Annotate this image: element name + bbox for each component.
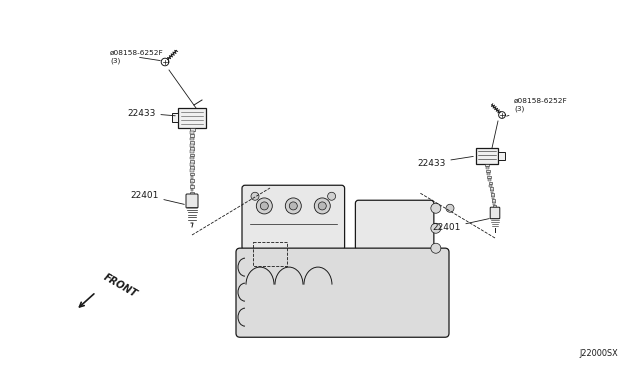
Bar	[189, 134, 195, 137]
Bar	[190, 185, 194, 188]
Bar	[178, 108, 206, 128]
FancyBboxPatch shape	[490, 207, 500, 219]
Text: 22433: 22433	[127, 109, 175, 118]
Text: 22433: 22433	[417, 157, 473, 167]
FancyBboxPatch shape	[355, 200, 434, 250]
Bar	[189, 141, 195, 144]
Bar	[190, 173, 194, 176]
Bar	[191, 170, 193, 172]
Bar	[492, 199, 495, 202]
Bar	[491, 190, 493, 193]
FancyBboxPatch shape	[186, 194, 198, 208]
Bar	[498, 152, 505, 160]
Circle shape	[431, 223, 441, 233]
Bar	[191, 176, 193, 179]
Bar	[494, 208, 496, 211]
Text: ø08158-6252F
(3): ø08158-6252F (3)	[110, 50, 164, 64]
Bar	[190, 166, 194, 169]
Text: J22000SX: J22000SX	[579, 349, 618, 358]
Bar	[491, 193, 494, 196]
Bar	[189, 128, 195, 131]
Bar	[492, 196, 494, 199]
Bar	[253, 242, 287, 266]
Bar	[190, 144, 194, 147]
Bar	[490, 187, 493, 190]
Bar	[191, 192, 193, 195]
Bar	[493, 205, 496, 208]
Bar	[485, 164, 489, 167]
Text: FRONT: FRONT	[102, 272, 139, 299]
Bar	[191, 195, 193, 198]
Bar	[190, 179, 194, 182]
Bar	[486, 170, 490, 172]
Text: ø08158-6252F
(3): ø08158-6252F (3)	[507, 98, 568, 116]
Bar	[488, 182, 492, 184]
Bar	[487, 173, 490, 175]
Bar	[476, 148, 498, 164]
Bar	[190, 157, 194, 160]
Circle shape	[328, 192, 335, 200]
Circle shape	[285, 198, 301, 214]
Bar	[191, 182, 193, 185]
Bar	[190, 138, 194, 140]
Bar	[172, 113, 178, 122]
Bar	[191, 189, 193, 191]
Bar	[191, 163, 193, 166]
Circle shape	[260, 202, 268, 210]
Bar	[487, 176, 491, 178]
Circle shape	[431, 243, 441, 253]
Circle shape	[251, 192, 259, 200]
Circle shape	[314, 198, 330, 214]
Bar	[190, 147, 194, 150]
FancyBboxPatch shape	[242, 185, 344, 250]
Bar	[190, 154, 194, 156]
Circle shape	[318, 202, 326, 210]
Circle shape	[256, 198, 273, 214]
Bar	[488, 179, 491, 181]
Text: 22401: 22401	[432, 219, 490, 232]
Bar	[190, 160, 194, 163]
Circle shape	[446, 204, 454, 212]
Bar	[486, 167, 489, 169]
Bar	[190, 150, 194, 153]
Circle shape	[431, 203, 441, 213]
FancyBboxPatch shape	[236, 248, 449, 337]
Bar	[190, 131, 194, 134]
Bar	[493, 202, 495, 205]
Text: 22401: 22401	[130, 190, 184, 204]
Bar	[490, 185, 492, 187]
Circle shape	[289, 202, 298, 210]
